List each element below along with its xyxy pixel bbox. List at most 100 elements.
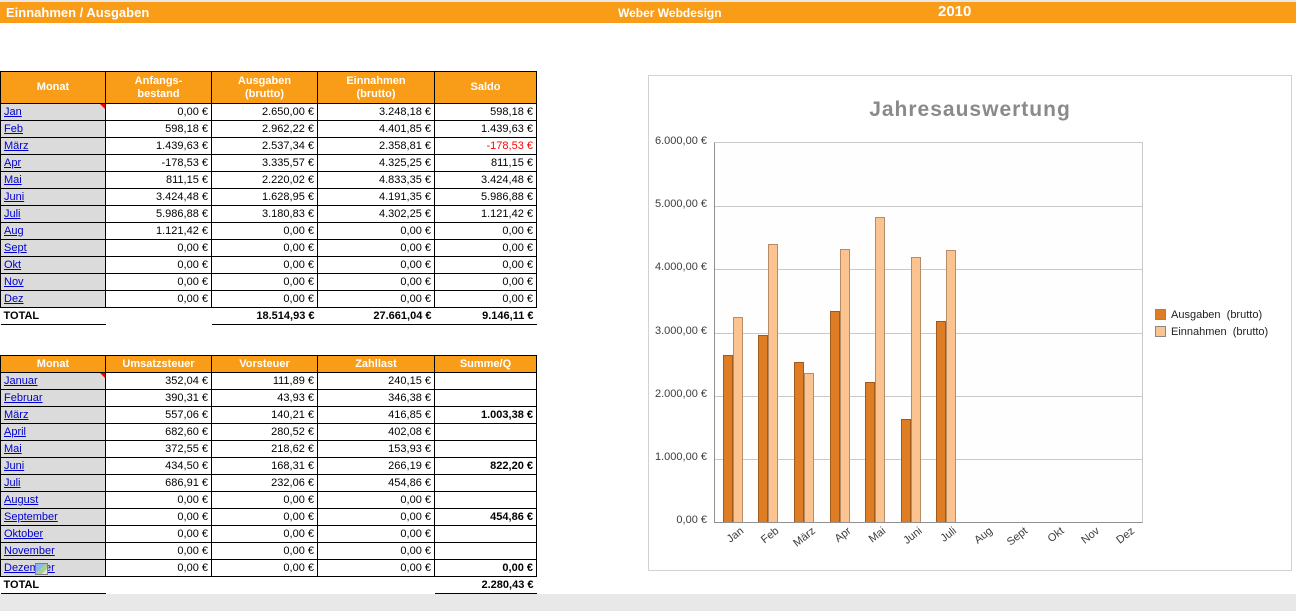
bar-ausgaben-juli[interactable] — [936, 321, 946, 522]
bar-ausgaben-mai[interactable] — [865, 382, 875, 522]
legend-entry[interactable]: Ausgaben (brutto) — [1155, 306, 1268, 323]
value-cell[interactable]: 416,85 € — [317, 406, 435, 424]
bar-ausgaben-jan[interactable] — [723, 355, 733, 522]
value-cell[interactable]: 0,00 € — [105, 103, 212, 121]
month-link[interactable]: Juli — [4, 477, 21, 489]
value-cell[interactable]: 598,18 € — [105, 120, 212, 138]
month-link[interactable]: September — [4, 511, 58, 523]
month-link[interactable]: Feb — [4, 123, 23, 135]
value-cell[interactable]: 1.439,63 € — [434, 120, 537, 138]
value-cell[interactable]: 153,93 € — [317, 440, 435, 458]
month-link[interactable]: November — [4, 545, 55, 557]
legend-entry[interactable]: Einnahmen (brutto) — [1155, 323, 1268, 340]
bar-einnahmen-jan[interactable] — [733, 317, 743, 522]
value-cell[interactable]: 0,00 € — [434, 239, 537, 257]
value-cell[interactable]: 240,15 € — [317, 372, 435, 390]
value-cell[interactable]: 0,00 € — [434, 290, 537, 308]
value-cell[interactable]: 0,00 € — [434, 559, 537, 577]
value-cell[interactable]: 390,31 € — [105, 389, 212, 407]
value-cell[interactable]: 0,00 € — [317, 542, 435, 560]
value-cell[interactable]: 1.439,63 € — [105, 137, 212, 155]
value-cell[interactable] — [434, 440, 537, 458]
value-cell[interactable]: 4.401,85 € — [317, 120, 435, 138]
value-cell[interactable] — [434, 372, 537, 390]
value-cell[interactable]: 0,00 € — [434, 256, 537, 274]
value-cell[interactable]: 454,86 € — [434, 508, 537, 526]
value-cell[interactable]: 218,62 € — [211, 440, 318, 458]
value-cell[interactable]: 352,04 € — [105, 372, 212, 390]
value-cell[interactable]: 686,91 € — [105, 474, 212, 492]
value-cell[interactable]: 0,00 € — [317, 525, 435, 543]
bar-einnahmen-feb[interactable] — [768, 244, 778, 522]
value-cell[interactable]: 4.191,35 € — [317, 188, 435, 206]
value-cell[interactable]: 682,60 € — [105, 423, 212, 441]
value-cell[interactable]: 2.220,02 € — [211, 171, 318, 189]
value-cell[interactable]: 0,00 € — [211, 542, 318, 560]
bar-ausgaben-juni[interactable] — [901, 419, 911, 522]
month-link[interactable]: März — [4, 409, 29, 421]
value-cell[interactable] — [434, 474, 537, 492]
bar-einnahmen-juli[interactable] — [946, 250, 956, 522]
value-cell[interactable]: 0,00 € — [434, 222, 537, 240]
value-cell[interactable]: 1.003,38 € — [434, 406, 537, 424]
value-cell[interactable]: 2.537,34 € — [211, 137, 318, 155]
value-cell[interactable]: 3.424,48 € — [105, 188, 212, 206]
value-cell[interactable]: 2.962,22 € — [211, 120, 318, 138]
value-cell[interactable]: 0,00 € — [105, 542, 212, 560]
value-cell[interactable]: 2.358,81 € — [317, 137, 435, 155]
value-cell[interactable]: 0,00 € — [211, 559, 318, 577]
month-link[interactable]: Aug — [4, 225, 24, 237]
value-cell[interactable]: 4.302,25 € — [317, 205, 435, 223]
month-link[interactable]: Juni — [4, 191, 25, 203]
value-cell[interactable]: 0,00 € — [211, 290, 318, 308]
value-cell[interactable]: 3.424,48 € — [434, 171, 537, 189]
month-link[interactable]: März — [4, 140, 29, 152]
value-cell[interactable]: 3.248,18 € — [317, 103, 435, 121]
month-link[interactable]: Sept — [4, 242, 27, 254]
value-cell[interactable]: 4.325,25 € — [317, 154, 435, 172]
value-cell[interactable] — [434, 525, 537, 543]
value-cell[interactable]: -178,53 € — [105, 154, 212, 172]
value-cell[interactable]: 0,00 € — [105, 491, 212, 509]
month-link[interactable]: Juli — [4, 208, 21, 220]
value-cell[interactable]: 232,06 € — [211, 474, 318, 492]
value-cell[interactable]: 280,52 € — [211, 423, 318, 441]
value-cell[interactable]: 811,15 € — [434, 154, 537, 172]
value-cell[interactable]: -178,53 € — [434, 137, 537, 155]
value-cell[interactable]: 0,00 € — [105, 273, 212, 291]
value-cell[interactable] — [434, 491, 537, 509]
value-cell[interactable]: 0,00 € — [317, 491, 435, 509]
value-cell[interactable]: 598,18 € — [434, 103, 537, 121]
bar-einnahmen-mai[interactable] — [875, 217, 885, 522]
value-cell[interactable]: 0,00 € — [105, 256, 212, 274]
bar-ausgaben-märz[interactable] — [794, 362, 804, 522]
value-cell[interactable]: 3.335,57 € — [211, 154, 318, 172]
value-cell[interactable]: 43,93 € — [211, 389, 318, 407]
month-link[interactable]: Jan — [4, 106, 22, 118]
value-cell[interactable]: 0,00 € — [211, 525, 318, 543]
month-link[interactable]: Dez — [4, 293, 24, 305]
value-cell[interactable]: 5.986,88 € — [105, 205, 212, 223]
month-link[interactable]: Februar — [4, 392, 43, 404]
value-cell[interactable] — [434, 389, 537, 407]
value-cell[interactable]: 434,50 € — [105, 457, 212, 475]
value-cell[interactable]: 168,31 € — [211, 457, 318, 475]
month-link[interactable]: August — [4, 494, 39, 506]
bar-ausgaben-apr[interactable] — [830, 311, 840, 522]
value-cell[interactable]: 811,15 € — [105, 171, 212, 189]
month-link[interactable]: Oktober — [4, 528, 44, 540]
bar-einnahmen-märz[interactable] — [804, 373, 814, 522]
value-cell[interactable]: 0,00 € — [211, 256, 318, 274]
value-cell[interactable]: 1.121,42 € — [434, 205, 537, 223]
value-cell[interactable]: 0,00 € — [105, 290, 212, 308]
bar-ausgaben-feb[interactable] — [758, 335, 768, 522]
value-cell[interactable]: 1.121,42 € — [105, 222, 212, 240]
value-cell[interactable]: 0,00 € — [317, 290, 435, 308]
value-cell[interactable] — [434, 542, 537, 560]
value-cell[interactable]: 0,00 € — [434, 273, 537, 291]
value-cell[interactable]: 2.650,00 € — [211, 103, 318, 121]
value-cell[interactable]: 5.986,88 € — [434, 188, 537, 206]
value-cell[interactable]: 346,38 € — [317, 389, 435, 407]
month-link[interactable]: Mai — [4, 443, 22, 455]
value-cell[interactable]: 0,00 € — [105, 559, 212, 577]
